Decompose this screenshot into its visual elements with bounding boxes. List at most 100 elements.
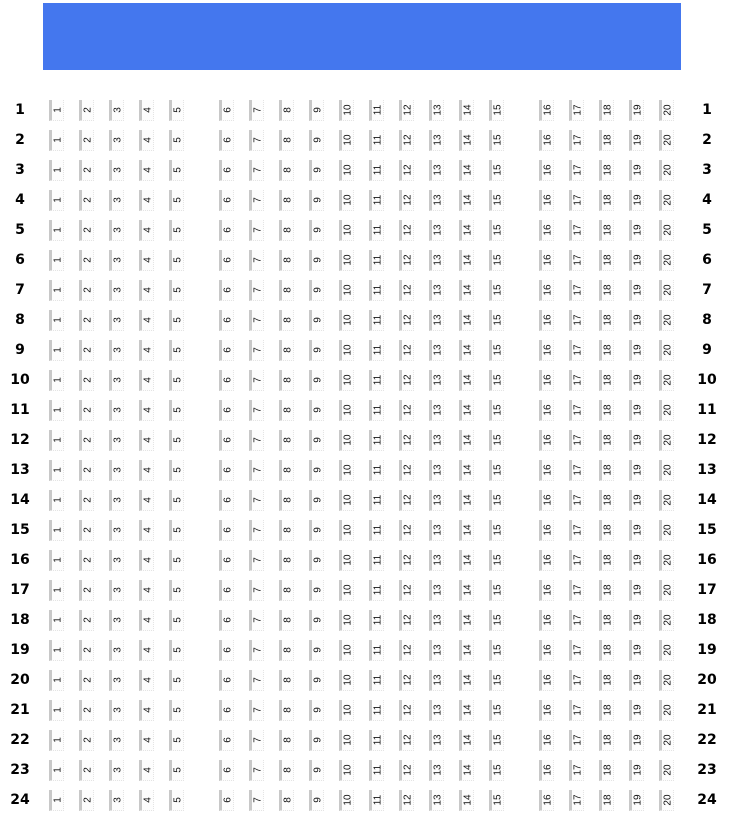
seat-7-7[interactable]: 7 [249, 280, 264, 301]
seat-8-17[interactable]: 17 [569, 310, 584, 331]
seat-3-11[interactable]: 11 [369, 160, 384, 181]
seat-19-8[interactable]: 8 [279, 640, 294, 661]
seat-24-2[interactable]: 2 [79, 790, 94, 811]
seat-8-12[interactable]: 12 [399, 310, 414, 331]
seat-10-18[interactable]: 18 [599, 370, 614, 391]
seat-17-5[interactable]: 5 [169, 580, 184, 601]
seat-24-19[interactable]: 19 [629, 790, 644, 811]
seat-14-18[interactable]: 18 [599, 490, 614, 511]
seat-5-19[interactable]: 19 [629, 220, 644, 241]
seat-2-7[interactable]: 7 [249, 130, 264, 151]
seat-9-15[interactable]: 15 [489, 340, 504, 361]
seat-16-12[interactable]: 12 [399, 550, 414, 571]
seat-13-14[interactable]: 14 [459, 460, 474, 481]
seat-4-9[interactable]: 9 [309, 190, 324, 211]
seat-9-13[interactable]: 13 [429, 340, 444, 361]
seat-11-13[interactable]: 13 [429, 400, 444, 421]
seat-7-9[interactable]: 9 [309, 280, 324, 301]
seat-21-2[interactable]: 2 [79, 700, 94, 721]
seat-7-14[interactable]: 14 [459, 280, 474, 301]
seat-9-11[interactable]: 11 [369, 340, 384, 361]
seat-15-13[interactable]: 13 [429, 520, 444, 541]
seat-3-9[interactable]: 9 [309, 160, 324, 181]
seat-12-13[interactable]: 13 [429, 430, 444, 451]
seat-15-1[interactable]: 1 [49, 520, 64, 541]
seat-22-6[interactable]: 6 [219, 730, 234, 751]
seat-14-20[interactable]: 20 [659, 490, 674, 511]
seat-14-2[interactable]: 2 [79, 490, 94, 511]
seat-1-7[interactable]: 7 [249, 100, 264, 121]
seat-3-4[interactable]: 4 [139, 160, 154, 181]
seat-8-13[interactable]: 13 [429, 310, 444, 331]
seat-18-10[interactable]: 10 [339, 610, 354, 631]
seat-22-20[interactable]: 20 [659, 730, 674, 751]
seat-9-6[interactable]: 6 [219, 340, 234, 361]
seat-18-6[interactable]: 6 [219, 610, 234, 631]
seat-11-10[interactable]: 10 [339, 400, 354, 421]
seat-3-13[interactable]: 13 [429, 160, 444, 181]
seat-3-2[interactable]: 2 [79, 160, 94, 181]
seat-15-7[interactable]: 7 [249, 520, 264, 541]
seat-7-11[interactable]: 11 [369, 280, 384, 301]
seat-11-8[interactable]: 8 [279, 400, 294, 421]
seat-1-13[interactable]: 13 [429, 100, 444, 121]
seat-1-1[interactable]: 1 [49, 100, 64, 121]
seat-3-6[interactable]: 6 [219, 160, 234, 181]
seat-11-5[interactable]: 5 [169, 400, 184, 421]
seat-3-3[interactable]: 3 [109, 160, 124, 181]
seat-2-1[interactable]: 1 [49, 130, 64, 151]
seat-13-16[interactable]: 16 [539, 460, 554, 481]
seat-19-3[interactable]: 3 [109, 640, 124, 661]
seat-2-15[interactable]: 15 [489, 130, 504, 151]
seat-17-8[interactable]: 8 [279, 580, 294, 601]
seat-9-20[interactable]: 20 [659, 340, 674, 361]
seat-5-5[interactable]: 5 [169, 220, 184, 241]
seat-21-10[interactable]: 10 [339, 700, 354, 721]
seat-14-13[interactable]: 13 [429, 490, 444, 511]
seat-15-6[interactable]: 6 [219, 520, 234, 541]
seat-22-2[interactable]: 2 [79, 730, 94, 751]
seat-13-9[interactable]: 9 [309, 460, 324, 481]
seat-12-19[interactable]: 19 [629, 430, 644, 451]
seat-24-5[interactable]: 5 [169, 790, 184, 811]
seat-20-16[interactable]: 16 [539, 670, 554, 691]
seat-10-8[interactable]: 8 [279, 370, 294, 391]
seat-16-19[interactable]: 19 [629, 550, 644, 571]
seat-7-1[interactable]: 1 [49, 280, 64, 301]
seat-13-5[interactable]: 5 [169, 460, 184, 481]
seat-24-4[interactable]: 4 [139, 790, 154, 811]
seat-13-17[interactable]: 17 [569, 460, 584, 481]
seat-1-11[interactable]: 11 [369, 100, 384, 121]
seat-21-3[interactable]: 3 [109, 700, 124, 721]
seat-11-6[interactable]: 6 [219, 400, 234, 421]
seat-12-4[interactable]: 4 [139, 430, 154, 451]
seat-4-17[interactable]: 17 [569, 190, 584, 211]
seat-8-14[interactable]: 14 [459, 310, 474, 331]
seat-5-14[interactable]: 14 [459, 220, 474, 241]
seat-12-5[interactable]: 5 [169, 430, 184, 451]
seat-13-15[interactable]: 15 [489, 460, 504, 481]
seat-24-3[interactable]: 3 [109, 790, 124, 811]
seat-3-5[interactable]: 5 [169, 160, 184, 181]
seat-18-1[interactable]: 1 [49, 610, 64, 631]
seat-11-19[interactable]: 19 [629, 400, 644, 421]
seat-21-8[interactable]: 8 [279, 700, 294, 721]
seat-1-12[interactable]: 12 [399, 100, 414, 121]
seat-22-14[interactable]: 14 [459, 730, 474, 751]
seat-18-20[interactable]: 20 [659, 610, 674, 631]
seat-21-15[interactable]: 15 [489, 700, 504, 721]
seat-10-2[interactable]: 2 [79, 370, 94, 391]
seat-17-7[interactable]: 7 [249, 580, 264, 601]
seat-14-17[interactable]: 17 [569, 490, 584, 511]
seat-23-10[interactable]: 10 [339, 760, 354, 781]
seat-14-5[interactable]: 5 [169, 490, 184, 511]
seat-10-17[interactable]: 17 [569, 370, 584, 391]
seat-4-19[interactable]: 19 [629, 190, 644, 211]
seat-6-3[interactable]: 3 [109, 250, 124, 271]
seat-18-2[interactable]: 2 [79, 610, 94, 631]
seat-3-10[interactable]: 10 [339, 160, 354, 181]
seat-14-3[interactable]: 3 [109, 490, 124, 511]
seat-20-17[interactable]: 17 [569, 670, 584, 691]
seat-7-16[interactable]: 16 [539, 280, 554, 301]
seat-18-11[interactable]: 11 [369, 610, 384, 631]
